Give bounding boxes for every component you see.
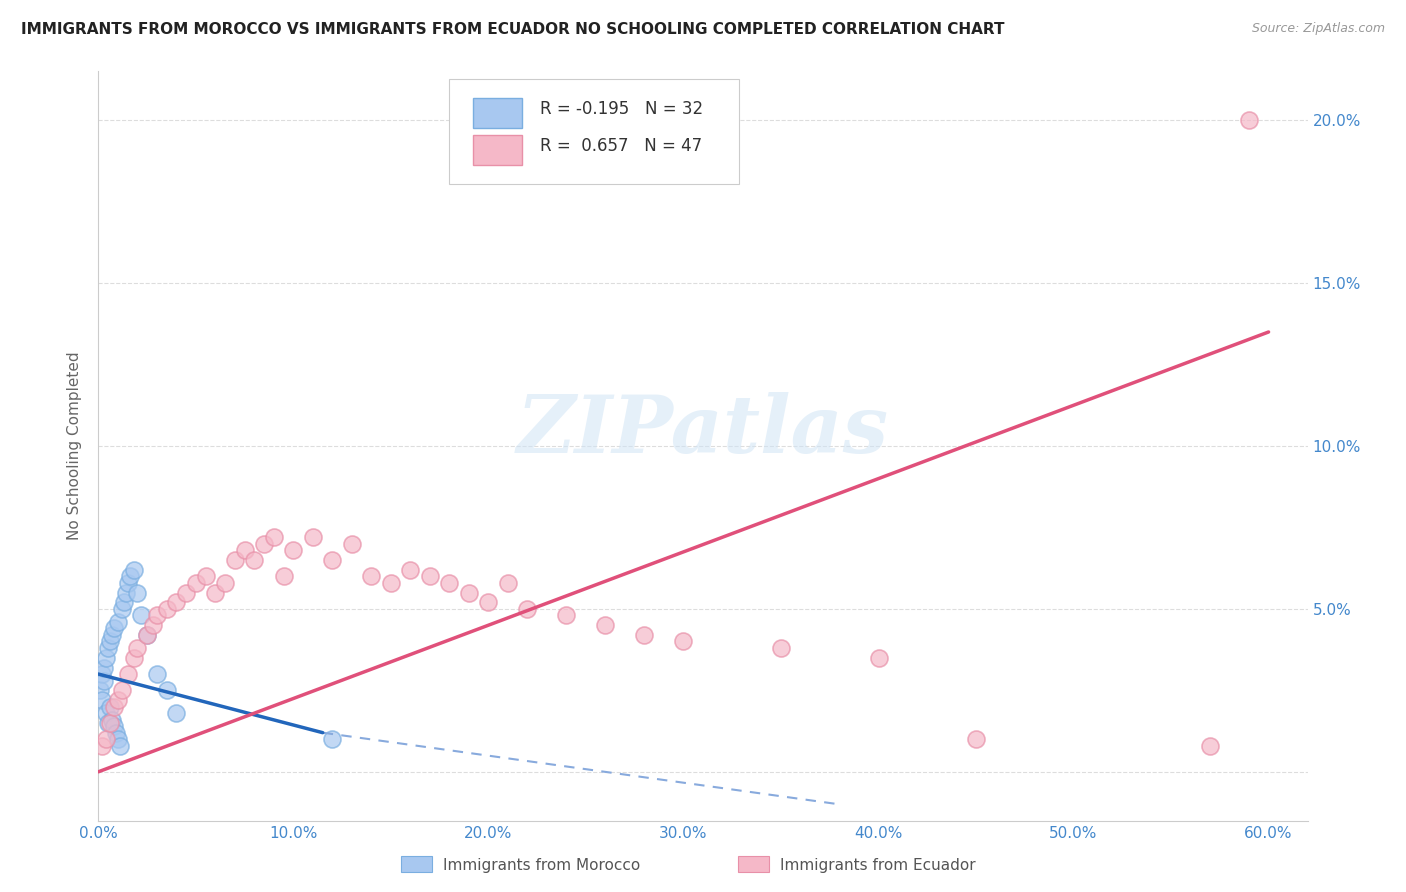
Point [399,563,422,577]
Point [118,569,141,583]
Point [1237,113,1260,128]
Point [340,537,363,551]
Point [516,602,538,616]
Text: Source: ZipAtlas.com: Source: ZipAtlas.com [1251,22,1385,36]
Point [184,575,207,590]
Text: IMMIGRANTS FROM MOROCCO VS IMMIGRANTS FROM ECUADOR NO SCHOOLING COMPLETED CORREL: IMMIGRANTS FROM MOROCCO VS IMMIGRANTS FR… [21,22,1005,37]
Point [253,537,276,551]
Point [97,640,120,655]
FancyBboxPatch shape [449,78,740,184]
Point [965,732,987,747]
Point [868,650,890,665]
Point [321,553,343,567]
Point [117,575,139,590]
Point [224,553,246,567]
Point [111,602,134,616]
Text: R = -0.195   N = 32: R = -0.195 N = 32 [540,100,703,118]
Point [174,585,197,599]
Point [103,719,125,733]
Point [117,667,139,681]
Point [91,667,114,681]
Point [165,595,187,609]
Point [233,543,256,558]
Point [194,569,217,583]
FancyBboxPatch shape [474,135,522,165]
Point [214,575,236,590]
Point [419,569,441,583]
FancyBboxPatch shape [474,97,522,128]
Point [496,575,519,590]
Point [283,543,305,558]
Point [146,667,169,681]
Text: ZIPatlas: ZIPatlas [517,392,889,470]
Point [101,628,124,642]
Point [114,585,136,599]
Point [165,706,187,720]
Point [91,693,114,707]
Point [111,683,134,698]
Text: Immigrants from Morocco: Immigrants from Morocco [443,858,640,872]
Point [458,585,481,599]
Point [360,569,382,583]
Y-axis label: No Schooling Completed: No Schooling Completed [67,351,83,541]
Point [98,634,121,648]
Point [107,615,129,629]
Point [101,713,124,727]
Point [204,585,226,599]
Point [98,699,121,714]
Point [439,575,461,590]
Point [112,595,135,609]
Point [302,530,325,544]
Point [1199,739,1222,753]
Point [142,618,165,632]
Point [769,640,792,655]
Point [122,650,145,665]
Point [136,628,159,642]
Point [104,725,127,739]
Point [96,732,118,747]
Point [136,628,159,642]
Point [127,640,149,655]
Point [672,634,695,648]
Point [595,618,617,632]
Point [321,732,343,747]
Point [107,693,129,707]
Point [107,732,129,747]
Point [103,622,125,636]
Point [97,715,120,730]
Point [243,553,266,567]
Point [89,683,111,698]
Point [156,683,179,698]
Point [122,563,145,577]
Point [91,739,114,753]
Point [108,739,131,753]
Point [146,608,169,623]
Point [263,530,285,544]
Point [273,569,295,583]
Point [98,715,121,730]
Text: R =  0.657   N = 47: R = 0.657 N = 47 [540,137,702,155]
Point [103,699,125,714]
Point [127,585,149,599]
Point [131,608,153,623]
Point [93,673,115,688]
Point [477,595,499,609]
Point [156,602,179,616]
Point [633,628,655,642]
Point [96,650,118,665]
Point [380,575,402,590]
Point [93,660,115,674]
Point [96,706,118,720]
Point [555,608,578,623]
Text: Immigrants from Ecuador: Immigrants from Ecuador [780,858,976,872]
